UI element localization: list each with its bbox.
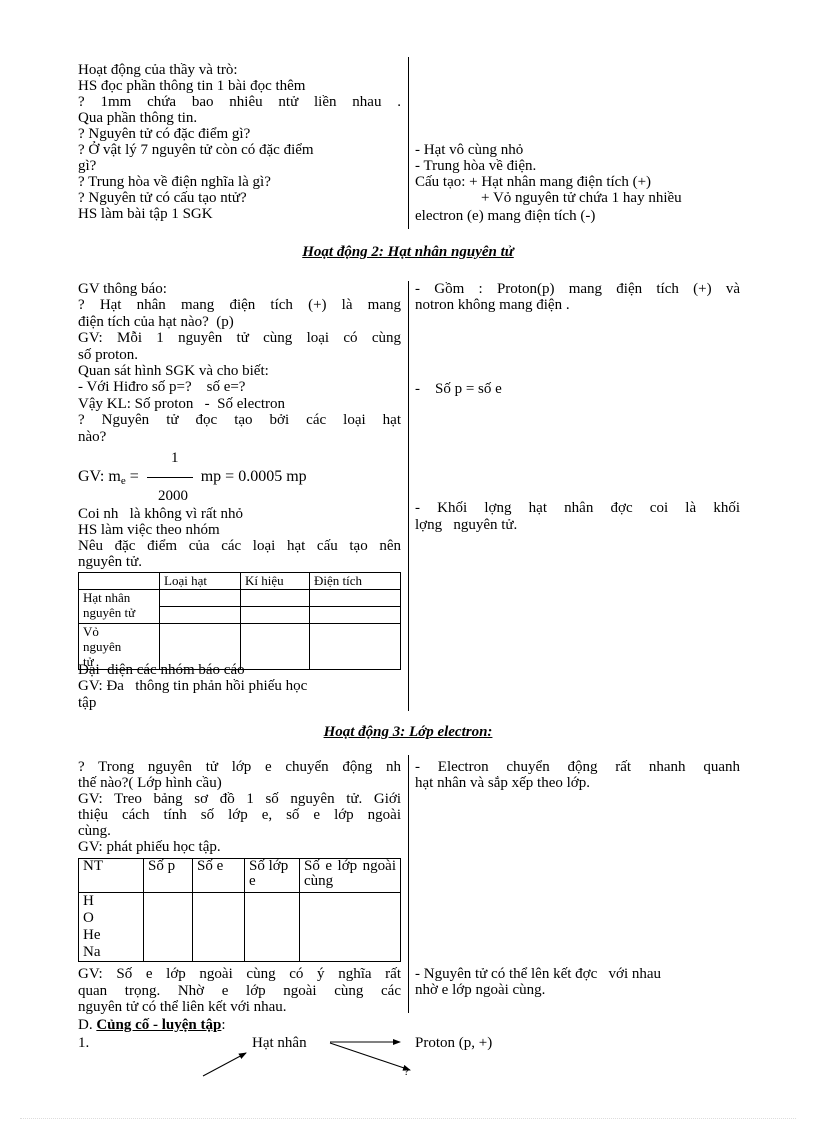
answer-line: - Hạt vô cùng nhỏ xyxy=(415,142,524,158)
element-symbol: O xyxy=(83,910,94,926)
diagram-node-unknown: ? xyxy=(404,1066,409,1078)
heading-activity-2: Hoạt động 2: Hạt nhân nguyên tử xyxy=(302,244,514,260)
activity-line: gì? xyxy=(78,158,97,174)
formula-rest: mp = 0.0005 mp xyxy=(200,468,307,485)
consolidation-heading: D. Củng cố - luyện tập: xyxy=(78,1017,226,1033)
element-symbol: H xyxy=(83,893,94,909)
answer-line: electron (e) mang điện tích (-) xyxy=(415,208,596,224)
activity-line: HS đọc phần thông tin 1 bài đọc thêm xyxy=(78,78,306,94)
activity-line: ? Nguyên tử có cấu tạo ntử? xyxy=(78,190,247,206)
heading-activity-3: Hoạt động 3: Lớp electron: xyxy=(323,724,493,740)
diagram-node-nucleus: Hạt nhân xyxy=(252,1035,307,1051)
formula-numerator: 1 xyxy=(171,450,179,466)
activity-line: HS làm việc theo nhóm xyxy=(78,522,220,538)
activity-line: Đại diện các nhóm báo cáo xyxy=(78,662,245,678)
activity-line: ? Trong nguyên tử lớp e chuyển động nh xyxy=(78,759,401,775)
answer-line: - Electron chuyển động rất nhanh quanh xyxy=(415,759,740,775)
activity-line: GV: Đa thông tin phản hồi phiếu học xyxy=(78,678,308,695)
activity-line: ? Trung hòa về điện nghĩa là gì? xyxy=(78,174,271,190)
activity-line: tập xyxy=(78,694,97,711)
shell-table-header: Số lớp e xyxy=(244,858,300,893)
activity-line: thế nào?( Lớp hình cầu) xyxy=(78,775,222,791)
answer-line: + Vỏ nguyên tử chứa 1 hay nhiều xyxy=(481,190,682,206)
activity-line: - Với Hiđro số p=? số e=? xyxy=(78,379,246,396)
answer-line: - Số p = số e xyxy=(415,381,502,397)
activity-line: GV: Treo bảng sơ đồ 1 số nguyên tử. Giới xyxy=(78,791,401,807)
shell-table-header: Số e xyxy=(192,858,245,893)
activity-line: ? 1mm chứa bao nhiêu ntử liền nhau . xyxy=(78,94,401,110)
diagram-node-proton: Proton (p, +) xyxy=(415,1035,493,1051)
activity-line: nguyên tử. xyxy=(78,554,142,570)
activity-line: GV: Số e lớp ngoài cùng có ý nghĩa rất xyxy=(78,966,401,982)
shell-table-header: NT xyxy=(78,858,144,893)
activity-line: HS làm bài tập 1 SGK xyxy=(78,206,213,222)
activity-line: Qua phần thông tin. xyxy=(78,110,198,126)
activity-line: GV thông báo: xyxy=(78,281,167,297)
arrow-to-unknown xyxy=(329,1042,411,1071)
activity-line: GV: Mỗi 1 nguyên tử cùng loại có cùng xyxy=(78,330,401,347)
activity-line: Hoạt động của thầy và trò: xyxy=(78,62,238,78)
activity-line: ? Nguyên tử đọc tạo bởi các loại hạt xyxy=(78,412,401,429)
electron-mass-formula: GV: me = mp = 0.0005 mp xyxy=(78,469,307,487)
activity-line: cùng. xyxy=(78,823,111,839)
particle-row-label: Hạt nhân nguyên tử xyxy=(78,589,160,624)
formula-equals: = xyxy=(129,468,139,485)
formula-prefix: GV: m xyxy=(78,468,121,485)
column-divider-2 xyxy=(408,281,409,711)
activity-line: Vậy KL: Số proton - Số electron xyxy=(78,395,286,412)
activity-line: điện tích của hạt nào? (p) xyxy=(78,313,234,330)
answer-line: nhờ e lớp ngoài cùng. xyxy=(415,982,546,998)
item-number: 1. xyxy=(78,1035,90,1051)
answer-line: hạt nhân và sắp xếp theo lớp. xyxy=(415,775,590,791)
activity-line: số proton. xyxy=(78,346,138,363)
answer-line: - Khối lợng hạt nhân đợc coi là khối xyxy=(415,500,740,516)
formula-subscript: e xyxy=(120,475,126,487)
activity-line: ? Hạt nhân mang điện tích (+) là mang xyxy=(78,297,401,314)
activity-line: ? Ở vật lý 7 nguyên tử còn có đặc điểm xyxy=(78,142,314,158)
activity-line: Quan sát hình SGK và cho biết: xyxy=(78,363,269,379)
colon: : xyxy=(221,1017,226,1033)
activity-line: quan trọng. Nhờ e lớp ngoài cùng các xyxy=(78,982,401,999)
activity-line: GV: phát phiếu học tập. xyxy=(78,839,221,855)
answer-line: lợng nguyên tử. xyxy=(415,517,518,533)
activity-line: ? Nguyên tử có đặc điểm gì? xyxy=(78,126,251,142)
answer-line: - Nguyên tử có thể lên kết đợc với nhau xyxy=(415,966,662,982)
particle-table: Loại hạt Kí hiệu Điện tích Hạt nhân nguy… xyxy=(78,572,401,670)
particle-row-label: Vỏ nguyên tử xyxy=(78,623,160,670)
particle-table-header: Kí hiệu xyxy=(240,572,310,590)
answer-line: notron không mang điện . xyxy=(415,297,570,313)
answer-line: - Gồm : Proton(p) mang điện tích (+) và xyxy=(415,281,740,297)
activity-line: Nêu đặc điểm của các loại hạt cấu tạo nê… xyxy=(78,538,401,554)
column-divider-3 xyxy=(408,755,409,1013)
answer-line: - Trung hòa về điện. xyxy=(415,158,537,174)
element-symbol: He xyxy=(83,927,101,943)
formula-denominator: 2000 xyxy=(158,488,188,504)
arrow-to-nucleus xyxy=(202,1052,247,1077)
table-cell[interactable] xyxy=(244,892,300,962)
table-cell[interactable] xyxy=(309,623,401,670)
answer-line: Cấu tạo: + Hạt nhân mang điện tích (+) xyxy=(415,174,652,190)
column-divider-1 xyxy=(408,57,409,229)
consolidation-title: Củng cố - luyện tập xyxy=(96,1017,222,1033)
section-letter: D. xyxy=(78,1017,97,1033)
shell-table-header: Số p xyxy=(143,858,193,893)
table-cell[interactable] xyxy=(159,623,241,670)
element-list: H O He Na xyxy=(78,892,144,962)
fraction-bar xyxy=(146,476,193,478)
activity-line: Coi nh là không vì rất nhỏ xyxy=(78,506,243,522)
shell-table-header: Số e lớp ngoài cùng xyxy=(299,858,401,893)
page-edge xyxy=(20,1118,796,1119)
element-symbol: Na xyxy=(83,944,101,960)
activity-line: thiệu cách tính số lớp e, số e lớp ngoài xyxy=(78,807,401,823)
activity-line: nào? xyxy=(78,428,107,445)
electron-shell-table: NT Số p Số e Số lớp e Số e lớp ngoài cùn… xyxy=(78,858,401,962)
table-cell[interactable] xyxy=(299,892,401,962)
activity-line: nguyên tử có thể liên kết với nhau. xyxy=(78,999,287,1015)
